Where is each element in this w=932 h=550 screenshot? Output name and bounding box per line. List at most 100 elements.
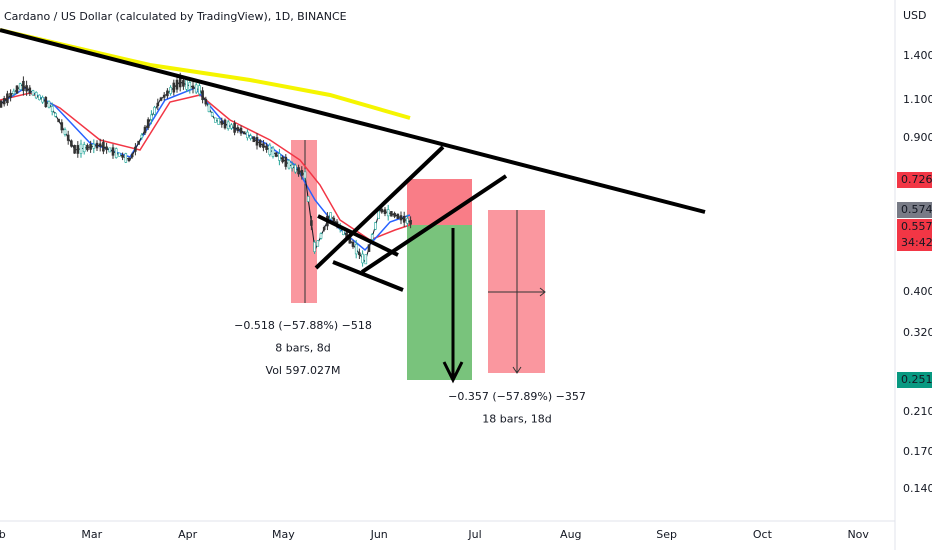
candle-body — [223, 119, 227, 129]
risk-box — [407, 179, 472, 225]
price-badge — [897, 219, 932, 251]
price-badge-text: 0.557 — [901, 220, 932, 233]
candle-body — [390, 211, 393, 217]
time-label: Mar — [81, 528, 102, 541]
candle-body — [44, 96, 48, 108]
time-label: Aug — [560, 528, 581, 541]
candle-body — [284, 156, 288, 167]
candle-body — [310, 220, 313, 226]
candle-body — [287, 160, 291, 169]
trend-line — [0, 28, 706, 214]
candle-body — [137, 140, 140, 145]
candle-body — [332, 217, 336, 222]
candle-body — [207, 104, 211, 112]
candle-body — [239, 127, 243, 134]
candle-body — [191, 85, 195, 89]
measure-text: 8 bars, 8d — [275, 342, 330, 355]
measure-text: Vol 597.027M — [266, 364, 341, 377]
candle-body — [25, 85, 28, 92]
candle-body — [265, 145, 268, 150]
trend-line — [317, 214, 399, 257]
time-label: Nov — [847, 528, 869, 541]
candle-body — [210, 112, 214, 117]
time-label: Apr — [178, 528, 198, 541]
reward-box — [407, 225, 472, 380]
candle-body — [18, 83, 22, 90]
candle-body — [281, 156, 284, 163]
candle-body — [322, 227, 326, 231]
candle-body — [386, 209, 390, 217]
price-badge-text: 0.574 — [901, 203, 932, 216]
candle-body — [364, 254, 368, 265]
price-badge — [897, 202, 932, 218]
candle-body — [34, 92, 38, 99]
candle-body — [38, 94, 41, 101]
candle-body — [166, 90, 169, 97]
candle-body — [121, 154, 124, 158]
candle-body — [271, 147, 275, 157]
candle-body — [220, 120, 224, 125]
candle-body — [76, 145, 80, 154]
candle-body — [303, 171, 307, 179]
candle-body — [249, 135, 252, 139]
candle-body — [79, 143, 83, 154]
candle-body — [185, 79, 188, 90]
candle-body — [255, 137, 259, 146]
candle-body — [41, 97, 44, 103]
candle-body — [0, 100, 3, 108]
candle-body — [409, 219, 412, 225]
candle-body — [114, 148, 118, 158]
candle-body — [300, 170, 304, 176]
candle-body — [175, 79, 179, 90]
candle-body — [396, 213, 400, 219]
candle-body — [367, 244, 371, 252]
time-label: Sep — [656, 528, 677, 541]
candle-body — [361, 253, 364, 264]
candle-body — [102, 141, 105, 152]
candle-body — [66, 134, 70, 141]
candle-body — [28, 87, 32, 94]
candle-body — [217, 118, 220, 125]
candle-body — [290, 164, 294, 169]
candle-body — [354, 243, 358, 255]
candle-body — [236, 127, 240, 132]
price-badge-text: 0.726 — [901, 173, 932, 186]
candle-body — [262, 143, 265, 148]
chart-title: Cardano / US Dollar (calculated by Tradi… — [4, 10, 347, 23]
price-label: 0.170 — [903, 445, 932, 458]
candle-body — [214, 117, 217, 123]
time-label: Jun — [370, 528, 388, 541]
candle-body — [95, 142, 99, 149]
candle-body — [162, 94, 166, 98]
measure-text: −0.518 (−57.88%) −518 — [234, 319, 372, 332]
candle-body — [274, 152, 278, 157]
candle-body — [15, 85, 19, 94]
candle-body — [230, 124, 233, 129]
price-label: 0.320 — [903, 326, 932, 339]
candle-body — [201, 90, 204, 101]
price-badge — [897, 172, 932, 188]
candle-body — [54, 112, 57, 117]
price-label: 0.900 — [903, 131, 932, 144]
candle-body — [204, 98, 208, 105]
price-label: 0.400 — [903, 285, 932, 298]
candle-body — [329, 212, 332, 220]
time-label: May — [272, 528, 295, 541]
candle-body — [6, 93, 9, 104]
candle-body — [2, 98, 6, 105]
time-label: Feb — [0, 528, 6, 541]
candle-body — [313, 242, 316, 252]
candle-body — [380, 208, 384, 213]
candle-body — [383, 209, 387, 214]
candle-body — [294, 164, 297, 173]
price-badge — [897, 372, 932, 388]
candle-body — [153, 106, 156, 115]
candle-body — [98, 143, 102, 147]
candle-body — [143, 126, 147, 134]
moving-average — [0, 28, 411, 120]
candle-body — [358, 252, 361, 256]
candle-body — [406, 218, 409, 224]
candle-body — [169, 87, 172, 94]
time-label: Jul — [467, 528, 481, 541]
candle-body — [226, 121, 230, 129]
